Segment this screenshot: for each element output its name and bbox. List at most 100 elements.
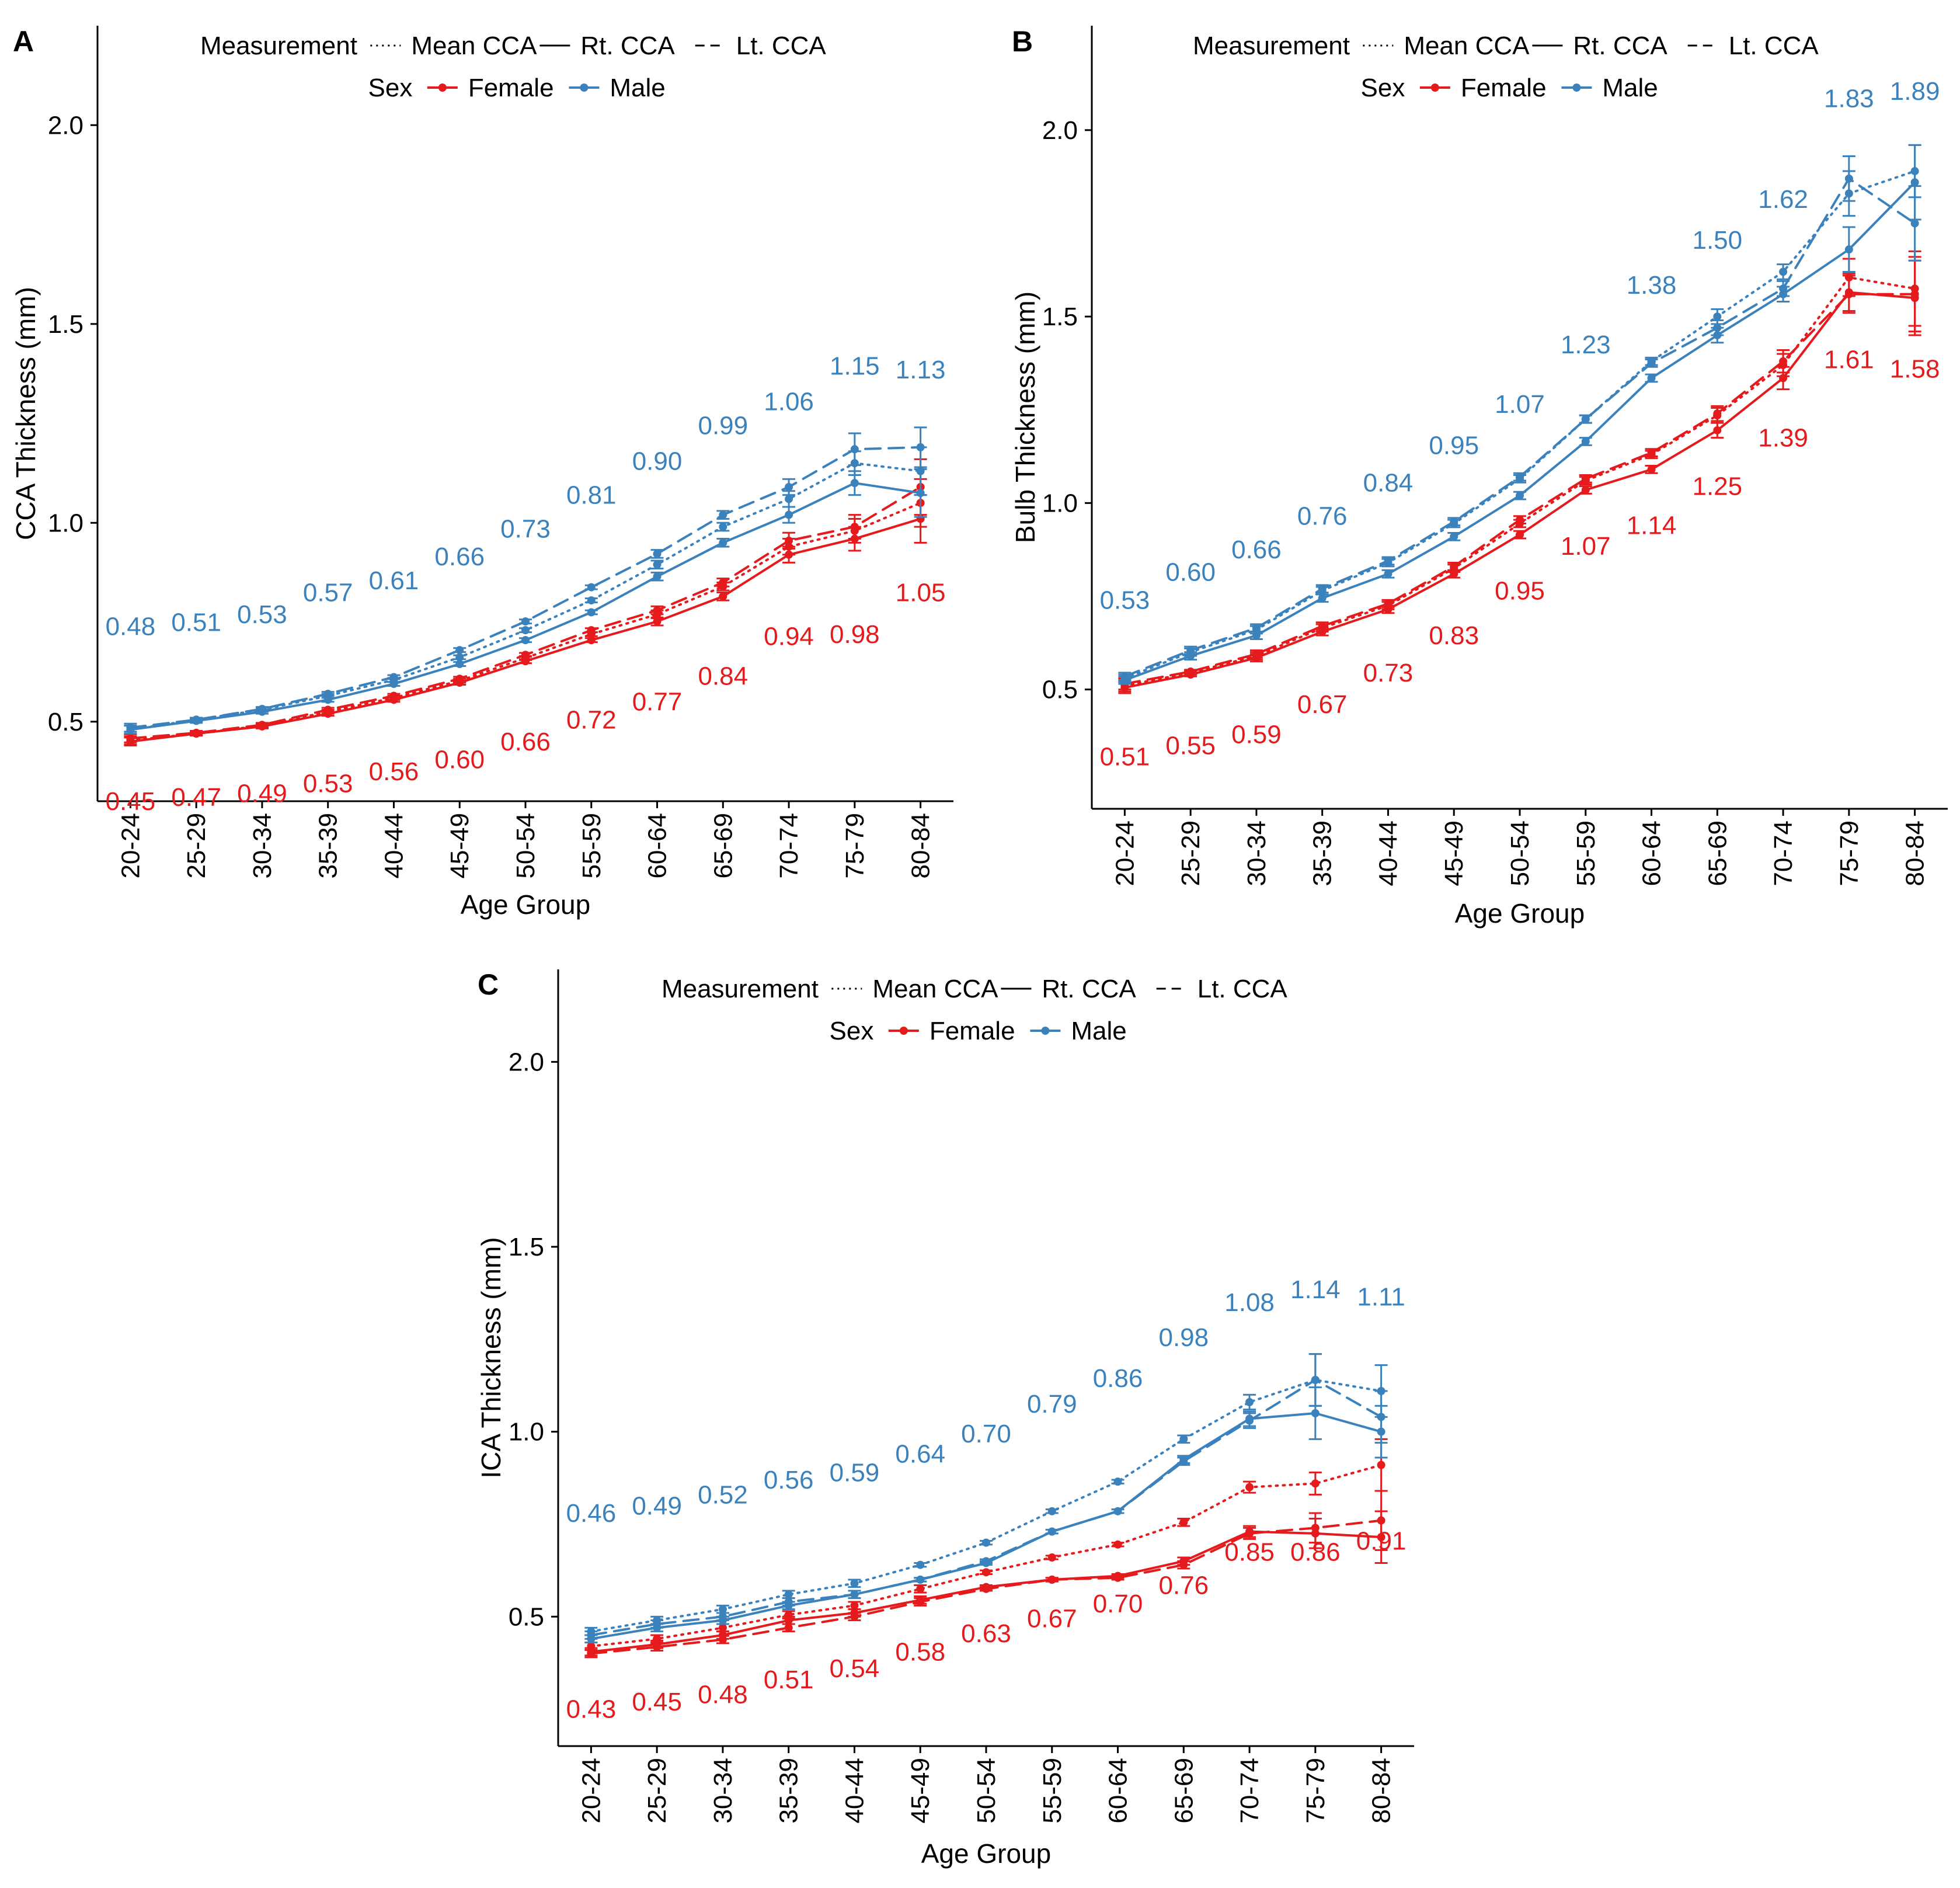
data-point (1311, 1409, 1320, 1417)
legend-sex-item: Male (1071, 1017, 1126, 1045)
data-point (1516, 491, 1524, 500)
male-value-label: 1.13 (896, 356, 946, 384)
male-value-label: 0.51 (171, 609, 221, 637)
x-tick-label: 75-79 (1835, 820, 1864, 886)
legend-sex-swatch-point (1572, 84, 1581, 92)
data-point (653, 1620, 662, 1628)
male-value-label: 1.08 (1224, 1288, 1275, 1317)
data-point (1377, 1413, 1385, 1421)
x-axis-title: Age Group (461, 889, 590, 920)
y-tick-label: 0.5 (1042, 676, 1078, 704)
female-value-label: 0.48 (698, 1680, 748, 1709)
data-point (1779, 284, 1788, 293)
female-value-label: 0.67 (1297, 690, 1348, 719)
data-point (1910, 290, 1919, 298)
data-point (1450, 569, 1458, 578)
female-value-label: 0.77 (632, 688, 683, 717)
legend-measurement-title: Measurement (662, 975, 819, 1003)
panel-c: C 0.5 1.0 1.5 2.0 20-24 25-29 30-34 35-39 40-44 45… (476, 968, 1414, 1869)
data-point (916, 1576, 925, 1584)
data-point (126, 734, 135, 743)
data-point (653, 606, 662, 615)
data-point (982, 1557, 990, 1566)
data-point (1844, 174, 1853, 183)
male-value-label: 0.84 (1363, 468, 1414, 497)
data-point (718, 1612, 727, 1621)
male-value-label: 1.06 (764, 388, 814, 416)
male-value-label: 0.79 (1027, 1390, 1077, 1418)
data-point (850, 1579, 859, 1588)
male-value-label: 0.99 (698, 411, 748, 440)
x-tick-label: 55-59 (1038, 1758, 1067, 1824)
y-tick-label: 0.5 (48, 708, 83, 736)
data-point (521, 617, 530, 626)
data-point (192, 715, 201, 724)
male-value-label: 0.81 (566, 481, 617, 510)
data-point (389, 691, 398, 700)
data-point (1311, 1524, 1320, 1532)
data-point (389, 680, 398, 689)
data-point (718, 1635, 727, 1644)
male-value-label: 0.95 (1429, 431, 1479, 460)
data-point (719, 538, 727, 547)
female-value-label: 0.55 (1165, 731, 1216, 760)
x-tick-label: 30-34 (248, 813, 277, 879)
data-point (455, 646, 464, 655)
x-tick-label: 60-64 (1638, 820, 1666, 886)
data-point (1516, 530, 1524, 539)
data-point (1120, 672, 1129, 681)
legend-sex-title: Sex (830, 1017, 874, 1045)
legend-sex-title: Sex (1361, 74, 1405, 102)
legend-measurement-item: Mean CCA (1404, 32, 1530, 60)
data-point (1516, 516, 1524, 524)
male-value-label: 1.62 (1758, 185, 1808, 214)
y-tick-label: 1.5 (1042, 303, 1078, 331)
x-tick-label: 20-24 (1110, 820, 1139, 886)
data-point (521, 636, 530, 645)
data-point (982, 1584, 990, 1593)
data-point (1179, 1435, 1188, 1444)
female-value-label: 0.63 (961, 1619, 1011, 1648)
male-value-label: 0.46 (566, 1499, 617, 1528)
data-point (719, 592, 727, 601)
data-point (1245, 1529, 1254, 1538)
data-point (785, 482, 793, 491)
female-value-label: 1.61 (1824, 346, 1874, 374)
data-point (850, 1601, 859, 1610)
female-value-label: 1.14 (1627, 512, 1677, 540)
x-tick-label: 80-84 (907, 813, 935, 879)
data-point (916, 1560, 925, 1569)
legend-measurement-title: Measurement (200, 32, 357, 60)
legend-sex-title: Sex (368, 74, 413, 102)
male-value-label: 0.60 (1165, 558, 1216, 587)
male-value-label: 1.07 (1495, 390, 1545, 419)
legend-measurement-item: Rt. CCA (1042, 975, 1136, 1003)
panel-b: B 0.5 1.0 1.5 2.0 20-24 25-29 30-34 35-39 40-44 45… (1010, 25, 1948, 929)
data-point (587, 596, 596, 605)
x-tick-label: 40-44 (840, 1758, 869, 1824)
female-value-label: 0.86 (1290, 1538, 1341, 1567)
female-value-label: 0.54 (830, 1654, 880, 1683)
data-point (850, 1612, 859, 1621)
data-point (1384, 599, 1392, 608)
data-point (1647, 448, 1656, 457)
data-point (1047, 1527, 1056, 1536)
legend-sex-swatch-point (438, 84, 447, 92)
female-value-label: 0.51 (1100, 743, 1150, 771)
legend-sex-item: Female (1461, 74, 1547, 102)
female-value-label: 0.43 (566, 1695, 617, 1724)
female-value-label: 0.70 (1093, 1590, 1143, 1618)
data-point (719, 510, 727, 519)
legend-measurement-item: Rt. CCA (1573, 32, 1667, 60)
y-tick-label: 1.0 (48, 509, 83, 537)
data-point (1844, 290, 1853, 298)
data-point (521, 626, 530, 635)
data-point (1113, 1540, 1122, 1549)
legend-sex-swatch-point (899, 1027, 908, 1035)
data-point (1252, 631, 1261, 640)
data-point (784, 1616, 793, 1625)
data-point (1581, 486, 1590, 495)
data-point (587, 583, 596, 592)
data-point (1252, 649, 1261, 658)
